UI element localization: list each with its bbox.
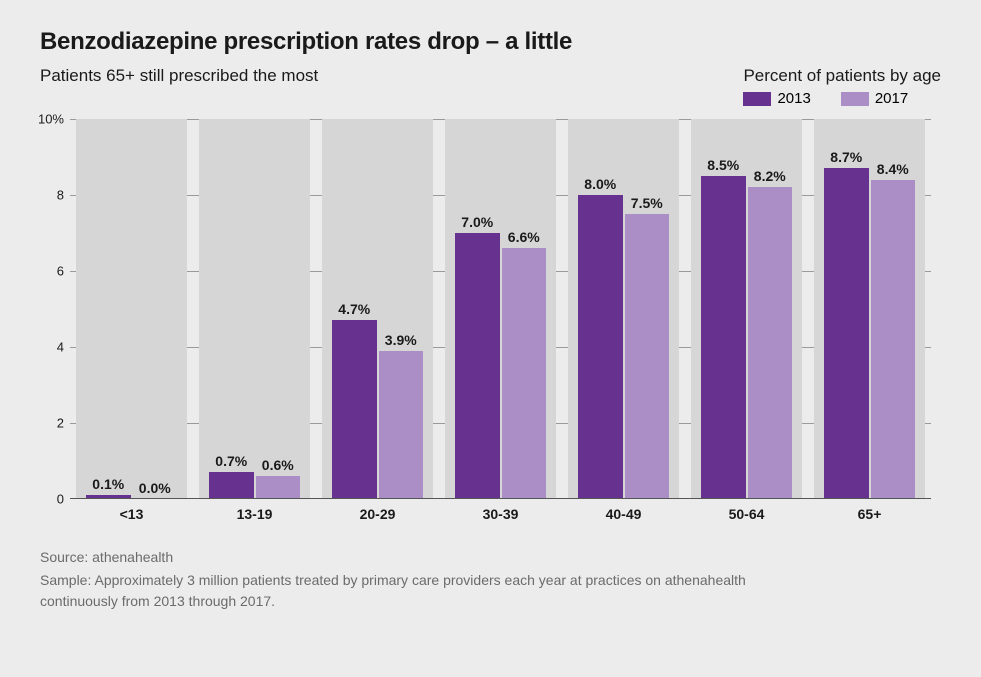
y-tick: 10% [38, 112, 64, 127]
bar-group: 8.7%8.4%65+ [808, 119, 931, 529]
x-axis-label: 13-19 [193, 499, 316, 529]
bar-label: 7.5% [631, 195, 663, 211]
legend-swatch-2017 [841, 92, 869, 106]
bar-label: 8.2% [754, 168, 786, 184]
bar-2013: 8.7% [824, 168, 869, 499]
y-tick: 4 [57, 340, 64, 355]
legend-label-2013: 2013 [777, 90, 810, 107]
bar-2013: 8.5% [701, 176, 746, 499]
footer-sample: Sample: Approximately 3 million patients… [40, 570, 800, 612]
bar-2013: 8.0% [578, 195, 623, 499]
y-tick: 2 [57, 416, 64, 431]
bar-groups: 0.1%0.0%<130.7%0.6%13-194.7%3.9%20-297.0… [70, 119, 931, 529]
bar-group: 0.7%0.6%13-19 [193, 119, 316, 529]
legend-title: Percent of patients by age [743, 66, 941, 86]
bar-2017: 7.5% [625, 214, 670, 499]
bar-label: 6.6% [508, 229, 540, 245]
bar-label: 8.0% [584, 176, 616, 192]
x-axis-label: 50-64 [685, 499, 808, 529]
y-axis: 0246810% [40, 119, 70, 499]
bar-label: 0.0% [139, 480, 171, 496]
bar-2013: 7.0% [455, 233, 500, 499]
bar-2017: 6.6% [502, 248, 547, 499]
bars-wrap: 7.0%6.6% [445, 119, 556, 499]
legend-item-2013: 2013 [743, 90, 810, 107]
legend-label-2017: 2017 [875, 90, 908, 107]
chart-footer: Source: athenahealth Sample: Approximate… [40, 547, 800, 612]
bar-group: 0.1% 0.0% <13 [70, 119, 193, 529]
chart-title: Benzodiazepine prescription rates drop –… [40, 28, 941, 56]
y-tick: 0 [57, 492, 64, 507]
bar-2013: 4.7% [332, 320, 377, 499]
y-tick: 8 [57, 188, 64, 203]
bar-group: 8.5%8.2%50-64 [685, 119, 808, 529]
bars-wrap: 8.0%7.5% [568, 119, 679, 499]
bar-2017: 8.2% [748, 187, 793, 499]
legend-swatch-2013 [743, 92, 771, 106]
x-axis-label: <13 [70, 499, 193, 529]
bar-2013: 0.7% [209, 472, 254, 499]
chart-container: Benzodiazepine prescription rates drop –… [0, 0, 981, 677]
bar-label: 3.9% [385, 332, 417, 348]
chart-subtitle: Patients 65+ still prescribed the most [40, 66, 318, 86]
bar-2017: 0.6% [256, 476, 301, 499]
baseline [70, 498, 931, 499]
y-tick: 6 [57, 264, 64, 279]
bar-2017: 3.9% [379, 351, 424, 499]
legend: Percent of patients by age 2013 2017 [743, 66, 941, 107]
bar-label: 0.6% [262, 457, 294, 473]
x-axis-label: 30-39 [439, 499, 562, 529]
x-axis-label: 20-29 [316, 499, 439, 529]
bar-label: 8.4% [877, 161, 909, 177]
legend-items: 2013 2017 [743, 90, 941, 107]
bar-group: 7.0%6.6%30-39 [439, 119, 562, 529]
bar-label: 0.1% [92, 476, 124, 492]
bars-wrap: 8.7%8.4% [814, 119, 925, 499]
bar-label: 7.0% [461, 214, 493, 230]
legend-item-2017: 2017 [841, 90, 908, 107]
bars-wrap: 0.1% 0.0% [76, 119, 187, 499]
footer-source: Source: athenahealth [40, 547, 800, 568]
header-row: Patients 65+ still prescribed the most P… [40, 66, 941, 107]
bars-wrap: 8.5%8.2% [691, 119, 802, 499]
plot-area: 0246810% 0.1%0.0%<130.7%0.6%13-194.7%3.9… [70, 119, 931, 529]
bar-label: 4.7% [338, 301, 370, 317]
bar-label: 8.5% [707, 157, 739, 173]
bar-label: 8.7% [830, 149, 862, 165]
x-axis-label: 40-49 [562, 499, 685, 529]
bars-wrap: 0.7%0.6% [199, 119, 310, 499]
bars-wrap: 4.7%3.9% [322, 119, 433, 499]
bar-group: 8.0%7.5%40-49 [562, 119, 685, 529]
bar-2017: 8.4% [871, 180, 916, 499]
bar-group: 4.7%3.9%20-29 [316, 119, 439, 529]
x-axis-label: 65+ [808, 499, 931, 529]
bar-label: 0.7% [215, 453, 247, 469]
